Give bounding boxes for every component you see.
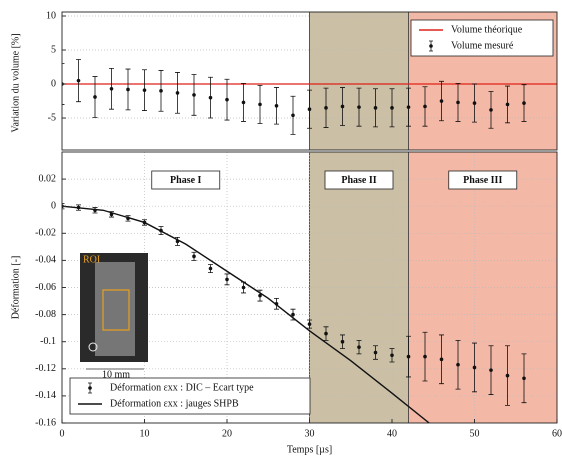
data-point — [324, 331, 328, 336]
data-point — [423, 104, 427, 109]
plot-area — [62, 152, 557, 423]
data-point — [340, 339, 345, 344]
data-point — [76, 78, 81, 83]
y-axis-label: Variation du volume [%] — [10, 33, 21, 132]
inset-annotation: ROI — [83, 254, 100, 265]
inset-specimen — [95, 262, 135, 356]
phase-label: Phase I — [170, 175, 202, 186]
y-tick-label: -0.12 — [35, 363, 56, 374]
data-point — [175, 91, 180, 95]
data-point — [357, 345, 361, 349]
axes-frame — [61, 11, 558, 151]
data-point — [439, 99, 444, 103]
data-point — [522, 101, 526, 105]
y-tick-label: 0.02 — [39, 173, 57, 184]
data-point — [522, 376, 526, 381]
data-point — [126, 87, 130, 92]
data-point — [373, 350, 378, 355]
y-tick-label: -0.02 — [35, 228, 56, 239]
data-point — [456, 100, 460, 105]
data-point — [208, 266, 213, 271]
y-tick-label: 0 — [51, 200, 56, 211]
legend-marker — [429, 44, 433, 48]
legend-marker — [88, 386, 92, 390]
inset-annotation: 10 mm — [102, 369, 130, 380]
x-tick-label: 60 — [552, 428, 562, 439]
data-point — [258, 293, 262, 298]
error-bar — [62, 203, 65, 210]
x-tick-label: 50 — [470, 428, 480, 439]
data-point — [472, 365, 477, 370]
data-point — [225, 97, 229, 102]
error-bar — [62, 63, 65, 105]
data-point — [489, 108, 493, 112]
x-tick-label: 10 — [140, 428, 150, 439]
x-tick-label: 0 — [60, 428, 65, 439]
phase-label-box — [324, 170, 394, 190]
data-point — [93, 95, 97, 99]
data-point — [390, 106, 394, 110]
phase-label: Phase III — [463, 175, 502, 186]
y-tick-label: -0.1 — [40, 336, 56, 347]
data-point — [159, 89, 163, 93]
data-point — [324, 106, 328, 110]
legend-box — [69, 377, 311, 415]
data-point — [472, 101, 477, 105]
data-point — [258, 102, 262, 107]
y-tick-label: 5 — [51, 44, 56, 55]
line-series — [62, 205, 430, 423]
y-tick-label: -0.08 — [35, 309, 56, 320]
y-tick-label: 10 — [46, 10, 56, 21]
x-tick-label: 30 — [305, 428, 315, 439]
data-point — [373, 106, 378, 110]
legend-label: Volume théorique — [451, 24, 523, 35]
y-tick-label: -5 — [48, 112, 56, 123]
data-point — [390, 353, 394, 358]
data-point — [505, 102, 510, 107]
data-point — [109, 86, 114, 91]
data-point — [274, 103, 279, 108]
phase-label-box — [448, 170, 518, 190]
data-point — [225, 277, 229, 282]
axes-frame — [61, 151, 558, 424]
data-point — [208, 95, 213, 100]
legend-label: Volume mesuré — [451, 40, 514, 51]
data-point — [241, 100, 246, 105]
y-tick-label: 0 — [51, 78, 56, 89]
y-tick-label: -0.14 — [35, 390, 56, 401]
data-point — [291, 113, 295, 118]
roi-box — [102, 289, 130, 331]
data-point — [423, 354, 427, 359]
legend-label: Déformation εxx : jauges SHPB — [110, 398, 239, 409]
data-point — [406, 105, 411, 109]
y-tick-label: -0.16 — [35, 417, 56, 428]
data-point — [357, 105, 361, 109]
data-point — [192, 93, 196, 97]
phase-label: Phase II — [341, 175, 376, 186]
data-point — [307, 107, 312, 111]
inset-marker — [88, 342, 98, 352]
legend-label: Déformation εxx : DIC – Ecart type — [110, 382, 254, 393]
data-point — [142, 88, 147, 92]
data-point — [192, 254, 196, 259]
x-axis-label: Temps [µs] — [287, 444, 332, 455]
phase-region — [309, 12, 409, 150]
data-point — [406, 354, 411, 359]
data-point — [489, 368, 493, 372]
y-axis-label: Déformation [-] — [10, 256, 21, 320]
legend-box — [410, 19, 554, 57]
data-point — [291, 312, 295, 317]
data-point — [439, 357, 444, 362]
phase-label-box — [151, 170, 221, 190]
data-point — [340, 104, 345, 109]
data-point — [505, 373, 510, 378]
x-tick-label: 20 — [222, 428, 232, 439]
x-tick-label: 40 — [387, 428, 397, 439]
y-tick-label: -0.04 — [35, 255, 56, 266]
data-point — [241, 285, 246, 290]
data-point — [456, 362, 460, 367]
data-point — [307, 322, 312, 326]
y-tick-label: -0.06 — [35, 282, 56, 293]
